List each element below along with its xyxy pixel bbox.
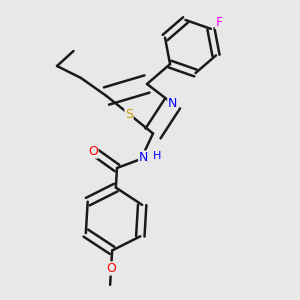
Text: O: O <box>106 262 116 275</box>
Text: O: O <box>88 145 98 158</box>
Text: H: H <box>152 151 161 161</box>
Text: S: S <box>125 107 133 121</box>
Text: F: F <box>215 16 223 28</box>
Text: N: N <box>168 97 177 110</box>
Text: N: N <box>139 151 148 164</box>
